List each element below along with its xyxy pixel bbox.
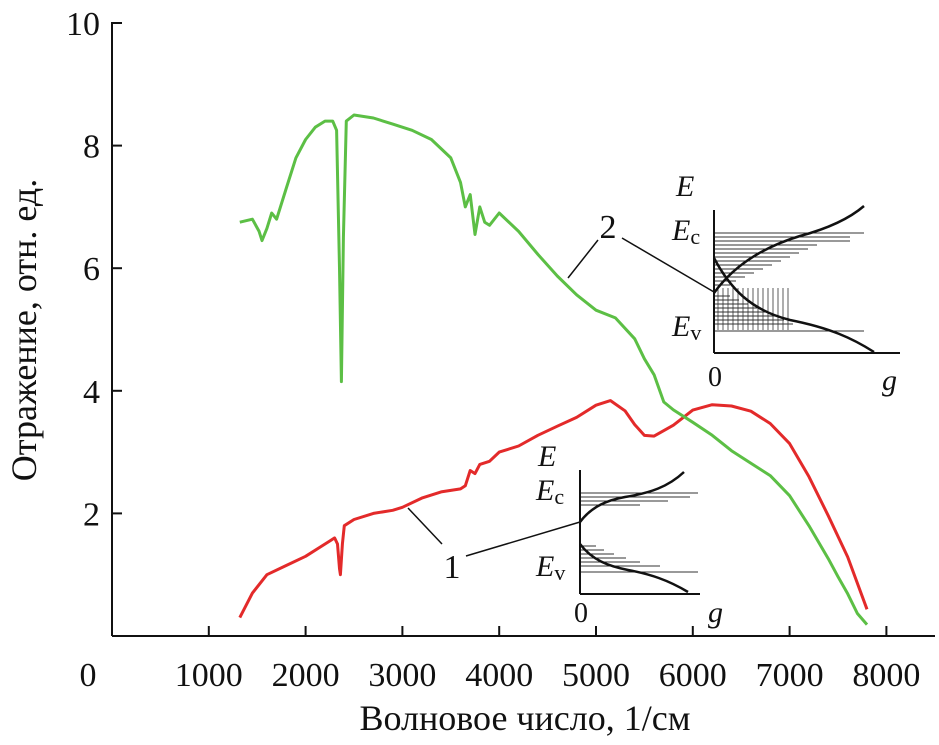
inset-2-ev-label: Ev [671,310,701,345]
inset-2-ec-label: Ec [671,214,700,249]
x-tick-label: 7000 [756,657,824,694]
y-tick-label: 10 [66,6,100,43]
y-tick-label: 2 [83,496,100,533]
annotation-1-leader [465,521,581,557]
y-tick-label: 6 [83,251,100,288]
x-tick-label: 5000 [562,657,630,694]
inset-1-conduction-curve [579,471,685,523]
main-axes [111,22,935,637]
inset-1-g-label: g [708,596,723,629]
x-tick-label: 8000 [852,657,920,694]
inset-1-ec-sub: c [554,484,564,509]
x-tick-label: 2000 [272,657,340,694]
inset-2-g-label: g [882,364,897,397]
inset-1-valence-curve [579,543,689,594]
inset-1-ev-label: Ev [535,550,565,585]
x-tick-group: 0 1000 2000 3000 4000 5000 6000 7000 8000 [80,626,920,694]
inset-2: E Ec Ev 0 g [671,170,900,397]
annotation-2-label: 2 [600,209,617,246]
inset-1-ev-main: E [535,550,554,583]
y-tick-label: 4 [83,374,100,411]
inset-1-ev-sub: v [554,560,565,585]
inset-2-ev-sub: v [690,320,701,345]
x-tick-label: 3000 [368,657,436,694]
series-group [238,113,869,626]
y-tick-group: 2 4 6 8 10 [66,6,122,533]
series-line-1 [238,399,869,619]
inset-2-hlines [714,232,864,332]
inset-2-ev-main: E [671,310,690,343]
inset-2-zero-label: 0 [708,362,722,393]
x-tick-label: 6000 [659,657,727,694]
annotation-1: 1 [407,507,581,586]
inset-2-ec-sub: c [690,224,700,249]
inset-2-ec-main: E [671,214,690,247]
inset-1-zero-label: 0 [574,598,588,629]
annotation-1-leader-b [407,507,443,545]
x-tick-label: 1000 [175,657,243,694]
inset-2-e-label: E [675,170,694,203]
inset-1-hlines [580,492,698,573]
inset-1-e-label: E [537,440,556,473]
annotation-1-label: 1 [444,549,461,586]
annotation-2-leader-b [567,239,599,279]
inset-1: E Ec Ev 0 g [535,440,723,629]
inset-2-valence-curve [712,257,875,354]
annotation-2-leader [621,237,715,293]
inset-2-vlines [717,288,789,330]
y-tick-label: 8 [83,129,100,166]
x-tick-label: 4000 [465,657,533,694]
annotation-2: 2 [567,209,715,293]
inset-1-ec-label: Ec [535,474,564,509]
y-axis-title: Отражение, отн. ед. [4,179,44,481]
x-tick-label: 0 [80,657,97,694]
inset-2-conduction-curve [712,205,865,294]
inset-1-ec-main: E [535,474,554,507]
series-line-2 [239,113,869,626]
x-axis-title: Волновое число, 1/см [359,698,690,738]
